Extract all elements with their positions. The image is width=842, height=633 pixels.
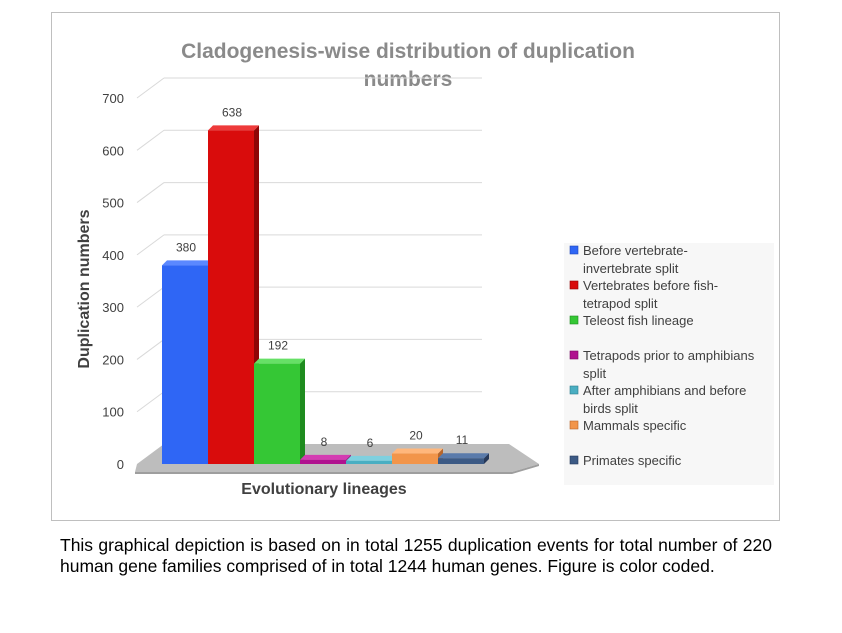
bar [162, 265, 208, 464]
legend-swatch [569, 245, 579, 255]
chart-title-line: Cladogenesis-wise distribution of duplic… [181, 40, 635, 63]
legend-swatch [569, 455, 579, 465]
bar [208, 130, 254, 464]
legend-label: Vertebrates before fish- [583, 278, 718, 293]
bar-top [300, 454, 351, 460]
legend-label: Tetrapods prior to amphibians [583, 348, 755, 363]
bar-chart: Cladogenesis-wise distribution of duplic… [76, 40, 774, 498]
y-tick-label: 200 [102, 352, 124, 367]
bar-top [392, 448, 443, 454]
y-axis-title: Duplication numbers [76, 209, 93, 368]
legend-swatch [569, 385, 579, 395]
data-label: 20 [409, 429, 423, 443]
gridline-side [136, 339, 165, 360]
y-tick-label: 100 [102, 405, 124, 420]
bar-side [300, 358, 305, 464]
legend-label: split [583, 366, 607, 381]
bar-top [208, 125, 259, 131]
gridline-side [136, 286, 165, 308]
y-tick-label: 600 [102, 143, 124, 158]
bar [300, 459, 346, 464]
bar [346, 460, 392, 464]
gridline-side [136, 182, 165, 203]
bar [254, 363, 300, 464]
legend-label: Primates specific [583, 453, 682, 468]
legend-box [564, 243, 774, 485]
legend-label: tetrapod split [583, 296, 658, 311]
legend-label: Teleost fish lineage [583, 313, 694, 328]
bar-side [484, 453, 489, 464]
y-tick-label: 0 [117, 457, 124, 472]
bar [438, 458, 484, 464]
data-label: 8 [321, 435, 328, 449]
data-label: 11 [456, 433, 469, 447]
bar-top [346, 455, 397, 461]
chart-floor-edge [135, 464, 539, 474]
gridline-side [136, 129, 165, 151]
chart-title-line: numbers [364, 68, 453, 91]
data-label: 192 [268, 339, 288, 353]
y-tick-label: 500 [102, 196, 124, 211]
legend-swatch [569, 350, 579, 360]
gridline-side [136, 391, 165, 413]
gridline-side [136, 77, 165, 99]
bar-top [254, 358, 305, 364]
bar-top [438, 453, 489, 459]
bar-top [162, 260, 213, 266]
data-label: 380 [176, 240, 196, 254]
bar [392, 453, 438, 464]
legend-label: invertebrate split [583, 261, 679, 276]
legend-label: Mammals specific [583, 418, 687, 433]
legend-swatch [569, 315, 579, 325]
x-axis-title: Evolutionary lineages [241, 481, 406, 498]
figure-caption: This graphical depiction is based on in … [60, 535, 772, 576]
data-label: 638 [222, 105, 242, 119]
legend-swatch [569, 280, 579, 290]
y-tick-label: 400 [102, 248, 124, 263]
legend-label: birds split [583, 401, 638, 416]
gridline-side [136, 234, 165, 256]
chart-frame: Cladogenesis-wise distribution of duplic… [51, 12, 780, 521]
y-tick-label: 700 [102, 91, 124, 106]
legend-label: After amphibians and before [583, 383, 746, 398]
legend-swatch [569, 420, 579, 430]
data-label: 6 [367, 436, 374, 450]
legend-label: Before vertebrate- [583, 243, 688, 258]
y-tick-label: 300 [102, 300, 124, 315]
